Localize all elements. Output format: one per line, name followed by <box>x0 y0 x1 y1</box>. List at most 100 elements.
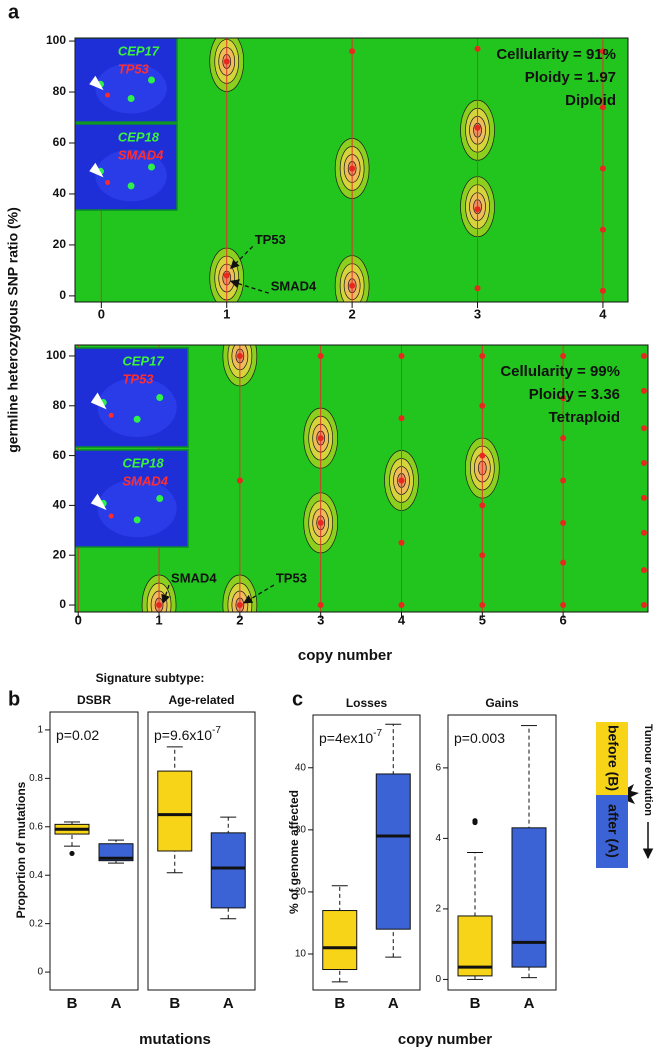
point <box>479 502 486 509</box>
point <box>560 477 567 484</box>
point <box>560 435 567 442</box>
box <box>157 770 193 852</box>
point <box>398 602 405 609</box>
point <box>599 226 606 233</box>
inset-cell <box>95 63 167 114</box>
point <box>640 529 647 536</box>
x-tick-label: 3 <box>317 612 324 627</box>
x-tick-label: 3 <box>474 306 481 321</box>
y-tick-label: 80 <box>53 84 67 98</box>
annotation-arrow <box>161 584 170 604</box>
inset-signal <box>127 182 135 190</box>
box <box>210 832 246 909</box>
point <box>560 602 567 609</box>
y-tick-label: 100 <box>46 33 66 47</box>
x-tick-label: 2 <box>349 306 356 321</box>
annotation-text: TP53 <box>276 570 307 585</box>
inset-signal <box>148 76 155 84</box>
x-tick-label: 4 <box>599 306 607 321</box>
p-value-exp: -7 <box>373 728 382 739</box>
stat-text: Tetraploid <box>549 409 620 426</box>
inset-cell <box>97 479 177 538</box>
p-value-base: p=4ex10 <box>319 730 373 746</box>
inset-cell <box>97 377 177 438</box>
inset-arrow <box>89 75 104 91</box>
inset-cell <box>95 149 167 202</box>
panel-label: a <box>8 1 20 23</box>
inset-arrow <box>90 493 107 511</box>
box-title: DSBR <box>77 693 111 707</box>
point <box>640 387 647 394</box>
x-tick-label: 1 <box>155 612 162 627</box>
y-tick-label: 0 <box>435 974 441 985</box>
annotation-text: SMAD4 <box>271 279 317 294</box>
stat-text: Diploid <box>565 92 616 109</box>
y-tick-label: 0.8 <box>29 773 43 784</box>
plot-frame <box>74 344 649 613</box>
stat-text: Cellularity = 99% <box>500 363 620 380</box>
panel-label: c <box>292 688 303 710</box>
inset-label: CEP18 <box>122 455 164 470</box>
plot-area: CEP17 TP53 CEP18 SMAD4 <box>75 345 648 612</box>
inset-label: TP53 <box>122 371 154 386</box>
plot-area: CEP17 TP53 CEP18 SMAD4 <box>75 38 628 302</box>
point <box>560 559 567 566</box>
y-tick-label: 10 <box>295 949 307 960</box>
inset-signal <box>156 394 164 401</box>
plot-frame <box>74 37 629 303</box>
y-tick-label: 40 <box>53 498 67 512</box>
x-axis-label: mutations <box>139 1031 211 1048</box>
y-tick-label: 0.2 <box>29 918 43 929</box>
x-tick-label: A <box>223 995 234 1012</box>
point <box>474 206 481 213</box>
p-value-exp: -7 <box>212 725 221 736</box>
point <box>479 402 486 409</box>
box-title: Gains <box>485 696 519 710</box>
box <box>98 843 134 862</box>
p-value: p=0.003 <box>454 730 505 746</box>
point <box>317 602 324 609</box>
y-tick-label: 0.4 <box>29 870 43 881</box>
y-tick-label: 100 <box>46 348 66 362</box>
box-title: Losses <box>346 696 388 710</box>
y-axis-label: germline heterozygous SNP ratio (%) <box>5 207 21 453</box>
point <box>317 519 324 526</box>
point <box>640 567 647 574</box>
point <box>474 45 481 52</box>
y-tick-label: 4 <box>435 833 441 844</box>
point <box>640 425 647 432</box>
box-title: Age-related <box>168 693 234 707</box>
x-tick-label: A <box>388 995 399 1012</box>
panel-label: b <box>8 688 20 710</box>
point <box>474 285 481 292</box>
outlier <box>69 850 75 857</box>
point <box>317 352 324 359</box>
p-value: p=0.02 <box>56 727 99 743</box>
inset-label: TP53 <box>118 61 150 76</box>
point <box>236 477 243 484</box>
y-tick-label: 0 <box>59 597 66 611</box>
inset-signal <box>127 94 135 102</box>
point <box>479 352 486 359</box>
x-tick-label: B <box>470 995 481 1012</box>
point <box>398 539 405 546</box>
x-tick-label: B <box>169 995 180 1012</box>
point <box>474 124 481 131</box>
point <box>599 165 606 172</box>
x-axis-label: copy number <box>298 647 392 664</box>
y-tick-label: 1 <box>37 725 43 736</box>
inset-signal <box>108 412 114 418</box>
plot-frame <box>447 714 557 991</box>
p-value: p=4ex10-7 <box>319 728 382 746</box>
point <box>599 48 606 55</box>
point <box>398 415 405 422</box>
point <box>479 552 486 559</box>
inset-arrow <box>89 162 104 178</box>
point <box>640 460 647 467</box>
x-tick-label: B <box>334 995 345 1012</box>
legend-swatch <box>596 722 628 795</box>
point <box>640 494 647 501</box>
box <box>375 773 411 930</box>
plot-frame <box>147 711 256 991</box>
y-tick-label: 60 <box>53 448 67 462</box>
